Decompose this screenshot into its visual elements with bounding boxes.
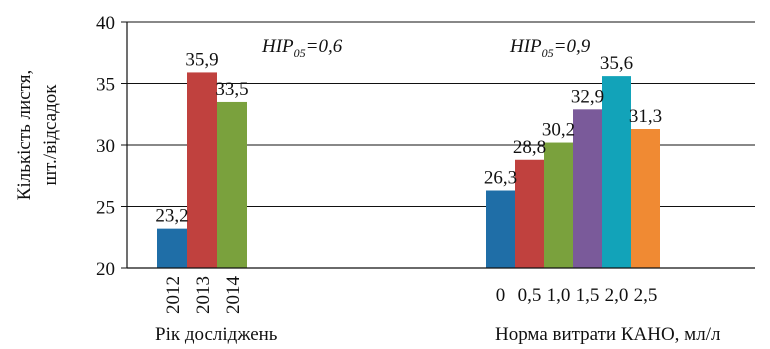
- y-axis-title-line1: Кількість листя,: [14, 70, 35, 200]
- data-label: 32,9: [571, 86, 604, 107]
- x-tick-label: 2012: [163, 276, 184, 314]
- bar: [217, 101, 247, 268]
- y-tick-label: 40: [96, 13, 115, 34]
- x-tick-label: 2,5: [634, 285, 658, 306]
- bar: [631, 129, 660, 268]
- data-label: 30,2: [542, 120, 575, 141]
- x-tick-label: 2,0: [605, 285, 629, 306]
- bar: [157, 228, 187, 268]
- lsd-annotation: HIP05=0,9: [509, 36, 591, 60]
- y-tick-label: 35: [96, 75, 115, 96]
- y-tick-label: 20: [96, 259, 115, 280]
- axes: 20 25 30 35 40: [96, 13, 755, 280]
- x-axis-title-kano: Норма витрати КАНО, мл/л: [495, 324, 721, 345]
- x-axis-title-year: Рік досліджень: [155, 324, 278, 345]
- data-label: 26,3: [484, 168, 517, 189]
- data-label: 35,9: [185, 49, 218, 70]
- bar: [573, 109, 602, 268]
- x-tick-label: 2013: [193, 276, 214, 314]
- labels: 23,2 2012 35,9 2013 33,5 2014 HIP05=0,6 26,3 0 28…: [155, 36, 662, 314]
- data-label: 33,5: [215, 79, 248, 100]
- x-tick-label: 1,0: [547, 285, 571, 306]
- bar: [486, 190, 515, 268]
- y-tick-label: 30: [96, 136, 115, 157]
- bars: [157, 72, 660, 269]
- y-axis-title-line2: шт./відсадок: [40, 84, 61, 186]
- x-tick-label: 2014: [223, 276, 244, 315]
- bar: [602, 76, 631, 269]
- data-label: 28,8: [513, 137, 546, 158]
- bar: [544, 142, 573, 268]
- data-label: 31,3: [629, 106, 662, 127]
- data-label: 23,2: [155, 206, 188, 227]
- y-tick-label: 25: [96, 198, 115, 219]
- lsd-annotation: HIP05=0,6: [261, 36, 343, 60]
- x-tick-label: 1,5: [576, 285, 600, 306]
- bar: [187, 72, 217, 269]
- data-label: 35,6: [600, 53, 633, 74]
- bar: [515, 159, 544, 268]
- x-tick-label: 0: [496, 285, 506, 306]
- x-tick-label: 0,5: [518, 285, 542, 306]
